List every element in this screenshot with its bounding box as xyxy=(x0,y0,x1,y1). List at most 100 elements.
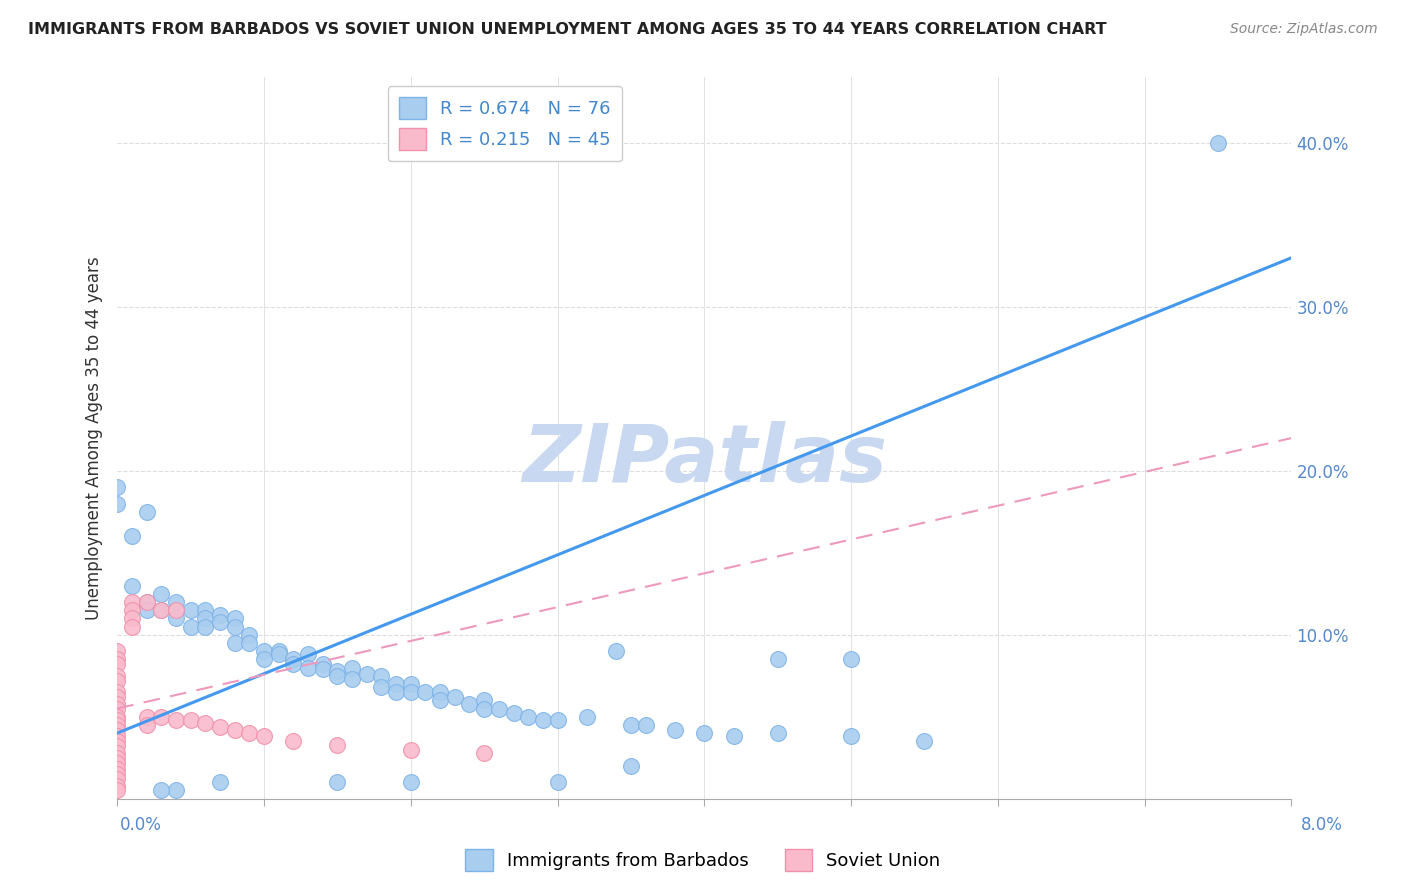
Point xyxy=(664,723,686,737)
Point xyxy=(208,775,231,789)
Point xyxy=(194,611,217,625)
Point xyxy=(105,701,128,715)
Point xyxy=(326,738,349,752)
Point xyxy=(121,578,143,592)
Point xyxy=(297,648,319,662)
Point xyxy=(267,648,290,662)
Point xyxy=(224,611,246,625)
Point xyxy=(105,750,128,764)
Point xyxy=(502,706,524,721)
Point xyxy=(105,756,128,770)
Point xyxy=(121,595,143,609)
Point xyxy=(488,701,510,715)
Point xyxy=(105,783,128,797)
Point xyxy=(297,660,319,674)
Point xyxy=(150,783,173,797)
Point xyxy=(150,603,173,617)
Point xyxy=(839,652,862,666)
Legend: R = 0.674   N = 76, R = 0.215   N = 45: R = 0.674 N = 76, R = 0.215 N = 45 xyxy=(388,87,621,161)
Point xyxy=(105,746,128,760)
Point xyxy=(1206,136,1229,150)
Point xyxy=(547,713,569,727)
Point xyxy=(472,746,495,760)
Point xyxy=(105,669,128,683)
Point xyxy=(914,734,936,748)
Point xyxy=(194,716,217,731)
Point xyxy=(326,669,349,683)
Point xyxy=(356,667,378,681)
Point xyxy=(267,644,290,658)
Point xyxy=(121,611,143,625)
Point xyxy=(312,657,335,672)
Point xyxy=(253,652,276,666)
Point xyxy=(105,772,128,786)
Point xyxy=(399,677,422,691)
Point xyxy=(165,611,187,625)
Point xyxy=(135,603,157,617)
Point xyxy=(180,603,202,617)
Point xyxy=(105,713,128,727)
Point xyxy=(105,673,128,688)
Point xyxy=(312,662,335,676)
Point xyxy=(135,718,157,732)
Point xyxy=(326,775,349,789)
Point xyxy=(105,644,128,658)
Point xyxy=(105,685,128,699)
Point xyxy=(135,595,157,609)
Point xyxy=(224,723,246,737)
Point xyxy=(150,587,173,601)
Point xyxy=(105,497,128,511)
Point xyxy=(605,644,627,658)
Point xyxy=(224,636,246,650)
Point xyxy=(766,726,789,740)
Point xyxy=(194,619,217,633)
Point xyxy=(415,685,437,699)
Point xyxy=(385,677,408,691)
Point xyxy=(105,730,128,744)
Point xyxy=(693,726,716,740)
Text: ZIPatlas: ZIPatlas xyxy=(522,421,887,499)
Point xyxy=(105,480,128,494)
Point xyxy=(135,710,157,724)
Point xyxy=(370,680,392,694)
Point xyxy=(634,718,657,732)
Point xyxy=(399,685,422,699)
Point xyxy=(340,660,363,674)
Point xyxy=(283,657,305,672)
Point xyxy=(135,595,157,609)
Point xyxy=(121,603,143,617)
Point xyxy=(399,742,422,756)
Point xyxy=(180,619,202,633)
Point xyxy=(238,726,260,740)
Point xyxy=(340,672,363,686)
Point xyxy=(472,701,495,715)
Point xyxy=(121,529,143,543)
Point xyxy=(208,720,231,734)
Point xyxy=(180,713,202,727)
Point xyxy=(105,657,128,672)
Point xyxy=(429,693,451,707)
Point xyxy=(208,608,231,623)
Point xyxy=(326,664,349,678)
Point xyxy=(517,710,540,724)
Text: 0.0%: 0.0% xyxy=(120,815,162,833)
Point xyxy=(238,636,260,650)
Point xyxy=(208,615,231,629)
Point xyxy=(429,685,451,699)
Point xyxy=(370,669,392,683)
Point xyxy=(105,690,128,704)
Point xyxy=(283,652,305,666)
Text: 8.0%: 8.0% xyxy=(1301,815,1343,833)
Point xyxy=(531,713,554,727)
Y-axis label: Unemployment Among Ages 35 to 44 years: Unemployment Among Ages 35 to 44 years xyxy=(86,256,103,620)
Text: Source: ZipAtlas.com: Source: ZipAtlas.com xyxy=(1230,22,1378,37)
Point xyxy=(283,734,305,748)
Point xyxy=(547,775,569,789)
Point xyxy=(839,730,862,744)
Point xyxy=(443,690,465,704)
Point xyxy=(105,762,128,776)
Point xyxy=(165,603,187,617)
Point xyxy=(105,739,128,754)
Point xyxy=(575,710,598,724)
Point xyxy=(253,644,276,658)
